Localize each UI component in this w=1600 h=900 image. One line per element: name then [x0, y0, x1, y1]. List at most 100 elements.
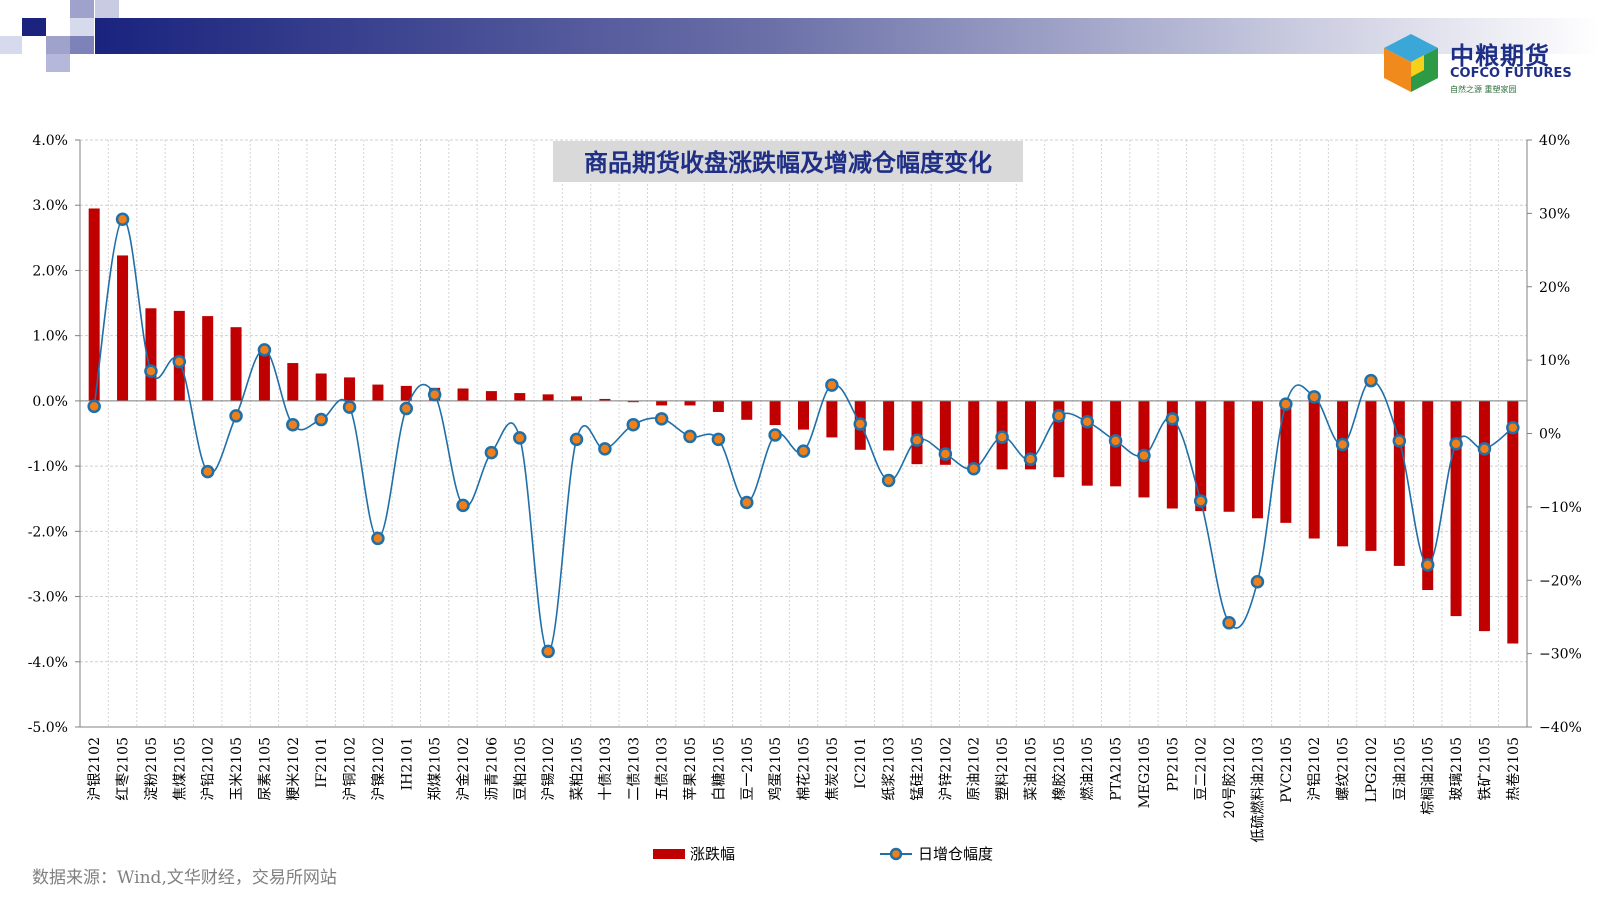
- right-tick-label: 20%: [1539, 280, 1570, 296]
- category-label: 淀粉2105: [144, 737, 160, 801]
- left-tick-label: -4.0%: [28, 655, 68, 671]
- line-point: [456, 498, 470, 513]
- line-point: [1165, 412, 1180, 426]
- category-label: 豆油2105: [1392, 737, 1408, 801]
- line-point: [569, 432, 584, 447]
- category-label: 铁矿2105: [1477, 737, 1493, 801]
- line-point: [1477, 442, 1492, 456]
- category-label: 橡胶2105: [1051, 737, 1068, 801]
- bar: [1251, 400, 1263, 519]
- line-point: [711, 432, 726, 447]
- category-label: MEG2105: [1137, 737, 1153, 808]
- line-point: [683, 429, 697, 444]
- category-label: 纸浆2103: [882, 737, 898, 801]
- category-label: PTA2105: [1109, 737, 1125, 801]
- category-label: 五债2103: [655, 737, 671, 801]
- category-label: 玻璃2105: [1448, 737, 1465, 801]
- bar: [826, 400, 838, 438]
- left-tick-label: -2.0%: [28, 524, 68, 540]
- line-point: [1335, 437, 1350, 452]
- bar: [1365, 400, 1377, 551]
- line-point: [1279, 397, 1293, 411]
- category-label: 焦煤2105: [172, 737, 188, 801]
- bar: [911, 400, 923, 465]
- left-tick-label: 4.0%: [32, 133, 68, 149]
- bar: [514, 393, 526, 401]
- category-label: 燃油2105: [1079, 737, 1096, 801]
- bar: [627, 400, 639, 403]
- title-box: [553, 141, 1023, 182]
- bar: [1422, 400, 1434, 591]
- bar: [1081, 400, 1093, 486]
- line-point: [1222, 616, 1236, 630]
- line-point: [881, 473, 896, 488]
- category-label: 塑料2105: [995, 737, 1011, 801]
- line-point: [768, 428, 782, 442]
- bar: [372, 384, 384, 401]
- right-tick-label: −10%: [1539, 500, 1582, 516]
- category-label: PVC2105: [1279, 737, 1295, 803]
- bar: [741, 400, 753, 420]
- bar: [883, 400, 895, 451]
- line-point: [371, 531, 385, 546]
- category-label: 尿素2105: [257, 737, 273, 801]
- line-point: [598, 442, 612, 456]
- line-point: [541, 644, 555, 659]
- line-point: [740, 495, 754, 510]
- category-label: 焦炭2105: [825, 737, 841, 801]
- line-point: [1506, 420, 1520, 435]
- line-point: [1080, 415, 1094, 429]
- category-label: 沪锌2102: [938, 737, 954, 801]
- bar: [1024, 400, 1036, 470]
- line-point: [513, 431, 527, 445]
- line-point: [115, 212, 130, 226]
- right-tick-label: −30%: [1539, 647, 1582, 663]
- left-tick-label: -1.0%: [28, 459, 68, 475]
- bar: [769, 400, 781, 426]
- bar: [712, 400, 724, 412]
- right-tick-label: −40%: [1539, 720, 1582, 736]
- category-label: 螺纹2105: [1336, 737, 1352, 801]
- bar: [1195, 400, 1207, 512]
- bar: [88, 208, 100, 401]
- category-label: PP2105: [1165, 737, 1181, 791]
- line-point: [1023, 452, 1038, 466]
- legend-label-line: 日增仓幅度: [918, 845, 993, 863]
- category-label: 苹果2105: [683, 737, 699, 801]
- line-point: [484, 445, 499, 460]
- left-tick-label: -3.0%: [28, 590, 68, 606]
- line-point: [200, 464, 215, 479]
- line-point: [314, 412, 328, 427]
- category-label: 沪锡2102: [541, 737, 557, 801]
- bar: [542, 394, 554, 401]
- bar: [1053, 400, 1065, 478]
- legend-swatch-bar: [653, 849, 685, 859]
- cube-icon: [1384, 34, 1438, 92]
- bar: [258, 347, 270, 401]
- line-point: [1392, 434, 1407, 448]
- category-label: LPG2102: [1364, 737, 1380, 803]
- category-label: 沥青2106: [484, 737, 500, 801]
- bar: [400, 385, 412, 401]
- bar: [571, 396, 583, 401]
- line-point: [1364, 373, 1378, 388]
- category-label: 豆粕2105: [513, 737, 529, 801]
- category-label: 二债2103: [626, 737, 642, 801]
- bar: [1507, 400, 1519, 644]
- category-label: 郑煤2105: [428, 737, 444, 801]
- category-label: 锰硅2105: [910, 737, 926, 801]
- line-point: [966, 461, 981, 476]
- bar: [1223, 400, 1235, 512]
- category-label: 鸡蛋2105: [767, 737, 784, 801]
- line-point: [626, 417, 641, 432]
- line-point: [257, 343, 272, 357]
- line-point: [654, 412, 669, 426]
- bar: [202, 316, 214, 401]
- category-label: 沪金2102: [456, 737, 472, 801]
- bar: [287, 363, 299, 401]
- bar: [1308, 400, 1320, 539]
- bar: [1478, 400, 1490, 632]
- right-tick-label: 30%: [1539, 206, 1570, 222]
- category-label: 十债2103: [598, 737, 614, 801]
